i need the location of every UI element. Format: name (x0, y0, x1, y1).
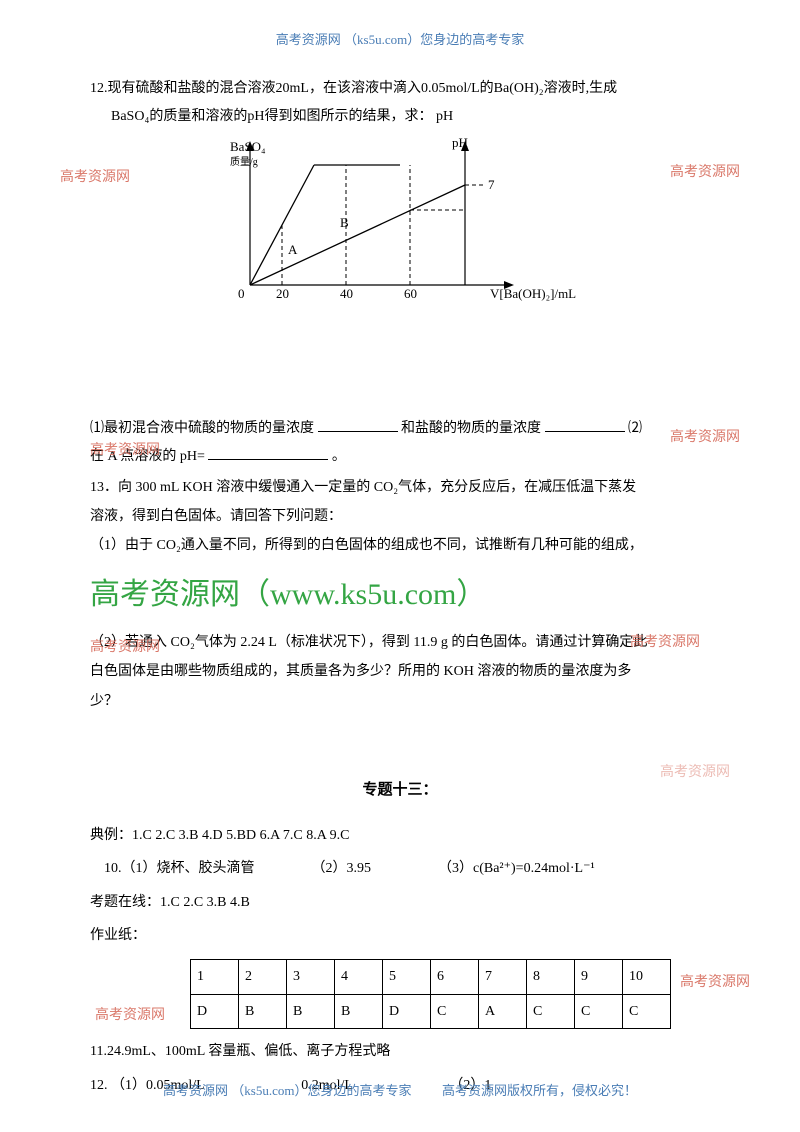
point-b: B (340, 215, 349, 230)
blank-2 (545, 418, 625, 432)
q12-f1c: ⑵ (628, 421, 642, 436)
table-row: D B B B D C A C C C (191, 994, 671, 1029)
footer-right: 高考资源网版权所有，侵权必究！ (442, 1083, 637, 1098)
q12-f1a: ⑴最初混合液中硫酸的物质的量浓度 (90, 421, 314, 436)
ans-10a: 10.（1）烧杯、胶头滴管 (90, 861, 255, 876)
y-label-mass: 质量/g (230, 156, 258, 168)
answer-table: 1 2 3 4 5 6 7 8 9 10 D B B B D C A C C (190, 959, 671, 1029)
q13-l5: （2）若通入 CO₂气体为 2.24 L（标准状况下），得到 11.9 g 的白… (90, 628, 710, 657)
th-6: 6 (431, 959, 479, 994)
td-10: C (623, 994, 671, 1029)
watermark-9: 高考资源网 (95, 1003, 165, 1030)
watermark-7: 高考资源网 (660, 760, 730, 787)
x-axis-label: V[Ba(OH)₂]/mL (490, 286, 576, 301)
chart-svg: BaSO₄ 质量/g pH 7 A B 0 20 40 60 V[Ba(OH)₂… (230, 135, 590, 315)
page-header: 高考资源网 （ks5u.com）您身边的高考专家 (0, 0, 800, 65)
q13-l1: 13．向 300 mL KOH 溶液中缓慢通入一定量的 CO₂气体，充分反应后，… (90, 473, 710, 502)
blank-1 (318, 418, 398, 432)
y-label-baso4: BaSO₄ (230, 139, 266, 154)
watermark-5: 高考资源网 (90, 635, 160, 662)
question-12: 12.现有硫酸和盐酸的混合溶液20mL，在该溶液中滴入0.05mol/L的Ba(… (90, 75, 710, 131)
watermark-6: 高考资源网 (630, 630, 700, 657)
q12-followup: ⑴最初混合液中硫酸的物质的量浓度 和盐酸的物质的量浓度 ⑵ 在 A 点溶液的 p… (90, 415, 710, 471)
xtick-20: 20 (276, 286, 289, 301)
th-7: 7 (479, 959, 527, 994)
q13-l6: 白色固体是由哪些物质组成的，其质量各为多少？所用的 KOH 溶液的物质的量浓度为… (90, 657, 710, 686)
point-a: A (288, 242, 298, 257)
td-4: B (335, 994, 383, 1029)
origin: 0 (238, 286, 245, 301)
th-2: 2 (239, 959, 287, 994)
q13-l3: （1）由于 CO₂通入量不同，所得到的白色固体的组成也不同，试推断有几种可能的组… (90, 531, 710, 560)
xtick-60: 60 (404, 286, 417, 301)
ans-10c: （3）c(Ba²⁺)=0.24mol·L⁻¹ (438, 861, 595, 876)
td-1: D (191, 994, 239, 1029)
td-2: B (239, 994, 287, 1029)
footer-left: 高考资源网 （ks5u.com）您身边的高考专家 (163, 1083, 411, 1098)
page-content: 12.现有硫酸和盐酸的混合溶液20mL，在该溶液中滴入0.05mol/L的Ba(… (0, 75, 800, 1103)
q13-l2: 溶液，得到白色固体。请回答下列问题： (90, 502, 710, 531)
watermark-1: 高考资源网 (60, 165, 130, 192)
td-5: D (383, 994, 431, 1029)
big-watermark: 高考资源网（www.ks5u.com） (90, 561, 710, 628)
q12-line1: 12.现有硫酸和盐酸的混合溶液20mL，在该溶液中滴入0.05mol/L的Ba(… (90, 75, 710, 103)
th-8: 8 (527, 959, 575, 994)
q12-line2: BaSO₄的质量和溶液的pH得到如图所示的结果，求： (111, 109, 432, 124)
chart-container: BaSO₄ 质量/g pH 7 A B 0 20 40 60 V[Ba(OH)₂… (90, 135, 710, 325)
th-5: 5 (383, 959, 431, 994)
ph-label-inline: pH (436, 109, 453, 124)
ph-axis-label: pH (452, 135, 468, 150)
q12-f1b: 和盐酸的物质的量浓度 (401, 421, 541, 436)
ph-7: 7 (488, 177, 495, 192)
ans-zuoye: 作业纸： (90, 919, 710, 953)
answers-title: 专题十三： (90, 776, 710, 805)
answers-block: 典例：1.C 2.C 3.B 4.D 5.BD 6.A 7.C 8.A 9.C … (90, 819, 710, 1103)
td-7: A (479, 994, 527, 1029)
th-9: 9 (575, 959, 623, 994)
ans-kaoti: 考题在线：1.C 2.C 3.B 4.B (90, 886, 710, 920)
table-row: 1 2 3 4 5 6 7 8 9 10 (191, 959, 671, 994)
ans-10b: （2）3.95 (312, 861, 372, 876)
td-8: C (527, 994, 575, 1029)
th-1: 1 (191, 959, 239, 994)
q12-f2end: 。 (332, 449, 346, 464)
td-9: C (575, 994, 623, 1029)
header-text: 高考资源网 （ks5u.com）您身边的高考专家 (276, 32, 524, 47)
th-10: 10 (623, 959, 671, 994)
question-13: 13．向 300 mL KOH 溶液中缓慢通入一定量的 CO₂气体，充分反应后，… (90, 473, 710, 716)
watermark-4: 高考资源网 (670, 425, 740, 452)
page-footer: 高考资源网 （ks5u.com）您身边的高考专家 高考资源网版权所有，侵权必究！ (0, 1079, 800, 1104)
ans-11: 11.24.9mL、100mL 容量瓶、偏低、离子方程式略 (90, 1035, 710, 1069)
ans-dianli: 典例：1.C 2.C 3.B 4.D 5.BD 6.A 7.C 8.A 9.C (90, 819, 710, 853)
watermark-3: 高考资源网 (90, 438, 160, 465)
th-4: 4 (335, 959, 383, 994)
xtick-40: 40 (340, 286, 353, 301)
blank-3 (208, 446, 328, 460)
td-6: C (431, 994, 479, 1029)
watermark-8: 高考资源网 (680, 970, 750, 997)
watermark-2: 高考资源网 (670, 160, 740, 187)
td-3: B (287, 994, 335, 1029)
th-3: 3 (287, 959, 335, 994)
q13-l7: 少？ (90, 687, 710, 716)
